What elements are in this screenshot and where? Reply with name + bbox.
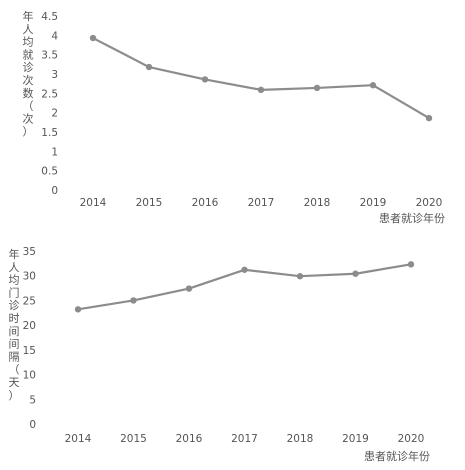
visits-y-tick-label: 1.5 <box>41 127 58 139</box>
visits-x-tick-label: 2019 <box>360 197 387 209</box>
interval-x-tick-label: 2017 <box>231 433 258 445</box>
visits-data-point <box>425 114 433 122</box>
visits-y-axis-title: 年人均就诊次数（次） <box>23 9 34 138</box>
visits-data-point <box>145 63 153 71</box>
visits-data-point <box>201 76 209 83</box>
visits-y-tick-label: 0 <box>51 185 58 197</box>
visits-data-point <box>89 34 97 42</box>
interval-x-tick-label: 2020 <box>398 433 425 445</box>
visits-x-axis-title: 患者就诊年份 <box>379 211 445 225</box>
interval-y-axis-title: 年人均门诊时间间隔（天） <box>9 247 20 402</box>
interval-data-point <box>296 273 304 280</box>
interval-y-tick-label: 20 <box>23 320 36 332</box>
visit-interval-chart: 0 5 10 15 20 25 30 35 2014 2015 2016 2017 2018 2019 20… <box>9 246 431 463</box>
visits-x-tick-label: 2014 <box>80 197 107 209</box>
interval-x-tick-label: 2016 <box>176 433 203 445</box>
interval-y-tick-label: 35 <box>23 246 36 258</box>
interval-data-point <box>352 270 359 277</box>
visits-series-line <box>92 37 430 120</box>
visits-data-point <box>369 82 377 89</box>
interval-x-axis-title: 患者就诊年份 <box>364 449 430 463</box>
visits-y-tick-label: 2.5 <box>41 88 58 100</box>
interval-data-point <box>74 306 82 313</box>
visits-y-tick-label: 1 <box>51 146 58 158</box>
interval-y-tick-label: 5 <box>29 394 36 406</box>
interval-y-tick-label: 0 <box>29 419 36 431</box>
visits-x-tick-label: 2020 <box>416 197 443 209</box>
interval-data-point <box>241 266 248 273</box>
visits-x-tick-label: 2015 <box>136 197 163 209</box>
interval-x-tick-label: 2015 <box>120 433 147 445</box>
visits-y-tick-label: 3.5 <box>41 50 58 62</box>
interval-y-tick-label: 30 <box>23 271 36 283</box>
interval-x-tick-label: 2014 <box>65 433 92 445</box>
interval-data-point <box>407 261 415 268</box>
interval-x-tick-label: 2019 <box>342 433 369 445</box>
visits-data-point <box>313 84 321 92</box>
visits-y-tick-label: 3 <box>51 69 58 81</box>
interval-y-tick-label: 25 <box>23 295 36 307</box>
interval-data-point <box>185 285 193 292</box>
visits-data-point <box>257 86 265 94</box>
visits-per-year-chart: 0 0.5 1 1.5 2 2.5 3 3.5 4 4.5 2014 2015 2016 2017 2018… <box>23 9 446 225</box>
interval-x-tick-label: 2018 <box>287 433 314 445</box>
interval-y-tick-label: 15 <box>23 345 36 357</box>
interval-data-point <box>130 297 137 304</box>
interval-y-tick-label: 10 <box>23 370 36 382</box>
visits-x-tick-label: 2018 <box>304 197 331 209</box>
visits-x-tick-label: 2016 <box>192 197 219 209</box>
visits-x-tick-label: 2017 <box>248 197 275 209</box>
visits-y-tick-label: 0.5 <box>41 166 58 178</box>
visits-y-tick-label: 4.5 <box>41 11 58 23</box>
visits-y-tick-label: 4 <box>51 30 58 42</box>
visits-y-tick-label: 2 <box>51 108 58 120</box>
